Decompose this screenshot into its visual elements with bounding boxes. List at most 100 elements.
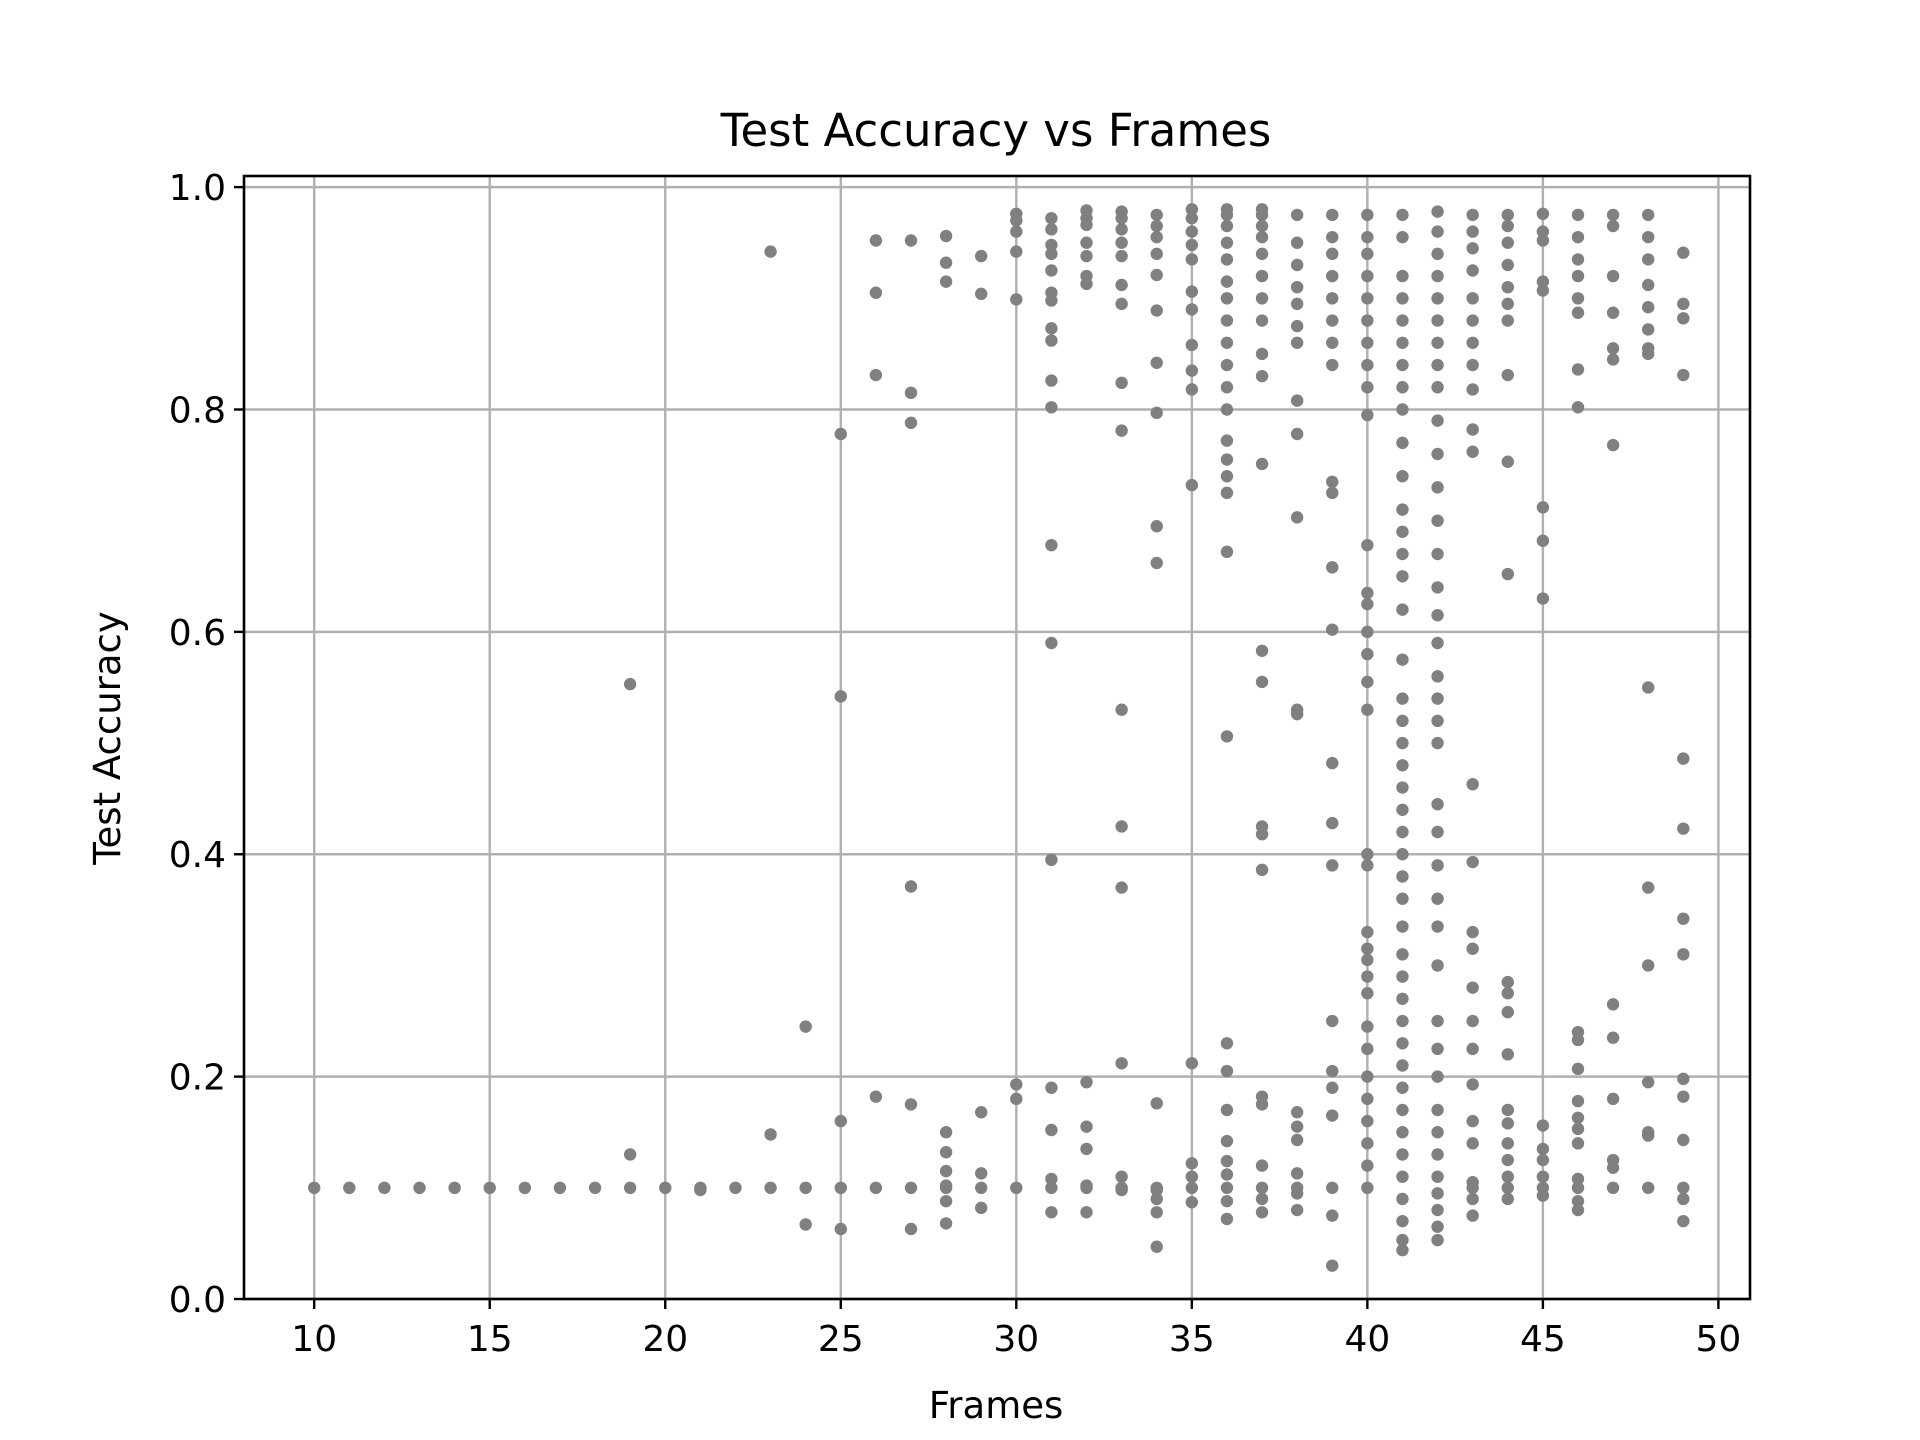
data-point xyxy=(1220,292,1234,305)
data-point xyxy=(1396,1103,1409,1117)
data-point xyxy=(1677,368,1690,382)
data-point xyxy=(1431,336,1444,349)
data-point xyxy=(764,1181,777,1195)
data-point xyxy=(1255,457,1269,471)
data-point xyxy=(1466,314,1479,327)
data-point xyxy=(1606,1181,1620,1195)
data-point xyxy=(1606,998,1620,1011)
data-point xyxy=(939,229,953,243)
data-point xyxy=(1501,236,1514,249)
data-point xyxy=(1571,208,1585,222)
data-point xyxy=(1431,798,1444,811)
data-point xyxy=(1466,981,1479,994)
data-point xyxy=(1396,1037,1409,1050)
data-point xyxy=(1115,424,1128,437)
data-point xyxy=(1045,1081,1058,1094)
data-point xyxy=(904,1222,918,1236)
data-point xyxy=(1326,1181,1339,1195)
x-tick-label: 30 xyxy=(993,1319,1039,1360)
data-point xyxy=(1396,525,1409,539)
points-layer xyxy=(308,203,1690,1272)
data-point xyxy=(1396,603,1409,616)
data-point xyxy=(1326,859,1339,872)
data-point xyxy=(1466,336,1479,349)
data-point xyxy=(975,1167,988,1180)
data-point xyxy=(1185,1170,1199,1183)
data-point xyxy=(1571,1094,1585,1108)
data-point xyxy=(1396,970,1409,983)
y-tick-label: 0.6 xyxy=(169,613,226,654)
data-point xyxy=(904,880,918,893)
data-point xyxy=(483,1181,496,1195)
data-point xyxy=(834,1181,847,1195)
data-point xyxy=(1045,636,1058,650)
data-point xyxy=(308,1181,321,1195)
data-point xyxy=(1361,269,1374,283)
data-point xyxy=(1361,408,1374,422)
data-point xyxy=(1115,236,1128,249)
data-point xyxy=(975,1106,988,1119)
data-point xyxy=(1361,597,1374,611)
x-tick-label: 15 xyxy=(467,1319,513,1360)
data-point xyxy=(1606,353,1620,366)
data-point xyxy=(1361,358,1374,372)
data-point xyxy=(939,1194,953,1208)
data-point xyxy=(1255,675,1269,689)
data-point xyxy=(1501,975,1514,989)
data-point xyxy=(1150,304,1163,317)
data-point xyxy=(1501,368,1514,382)
data-point xyxy=(1010,1078,1023,1091)
data-point xyxy=(1396,653,1409,666)
data-point xyxy=(1326,269,1339,283)
data-point xyxy=(1431,292,1444,305)
data-point xyxy=(729,1181,742,1195)
data-point xyxy=(1466,225,1479,238)
data-point xyxy=(1150,1192,1163,1206)
data-point xyxy=(1606,269,1620,283)
data-point xyxy=(1361,1092,1374,1106)
data-point xyxy=(1185,238,1199,252)
data-point xyxy=(1361,586,1374,600)
x-tick-label: 25 xyxy=(818,1319,864,1360)
data-point xyxy=(1361,247,1374,261)
data-point xyxy=(1290,208,1304,222)
data-point xyxy=(1290,703,1304,716)
data-point xyxy=(1606,219,1620,233)
data-point xyxy=(1466,1176,1479,1189)
data-point xyxy=(1115,1183,1128,1197)
data-point xyxy=(1466,1137,1479,1150)
data-point xyxy=(1326,1064,1339,1078)
data-point xyxy=(939,1179,953,1192)
data-point xyxy=(1045,1181,1058,1195)
data-point xyxy=(1677,1072,1690,1086)
data-point xyxy=(1396,1126,1409,1139)
data-point xyxy=(1501,219,1514,233)
data-point xyxy=(1501,1005,1514,1019)
data-point xyxy=(1220,253,1234,266)
data-point xyxy=(1431,736,1444,750)
data-point xyxy=(1677,948,1690,961)
data-point xyxy=(1501,1103,1514,1117)
data-point xyxy=(1255,369,1269,383)
data-point xyxy=(1396,358,1409,372)
data-point xyxy=(1431,205,1444,218)
data-point xyxy=(1396,1148,1409,1161)
data-point xyxy=(1326,358,1339,372)
data-point xyxy=(1396,992,1409,1005)
data-point xyxy=(623,1181,637,1195)
data-point xyxy=(1045,334,1058,347)
data-point xyxy=(1185,212,1199,225)
data-point xyxy=(1431,859,1444,872)
data-point xyxy=(1010,225,1023,238)
data-point xyxy=(1150,1097,1163,1110)
data-point xyxy=(1361,381,1374,394)
data-point xyxy=(1571,306,1585,319)
y-tick-label: 0.8 xyxy=(169,390,226,431)
data-point xyxy=(1431,1233,1444,1247)
data-point xyxy=(1677,1090,1690,1103)
data-point xyxy=(1431,692,1444,705)
data-point xyxy=(1290,1106,1304,1119)
data-point xyxy=(1571,1062,1585,1076)
data-point xyxy=(975,1181,988,1195)
